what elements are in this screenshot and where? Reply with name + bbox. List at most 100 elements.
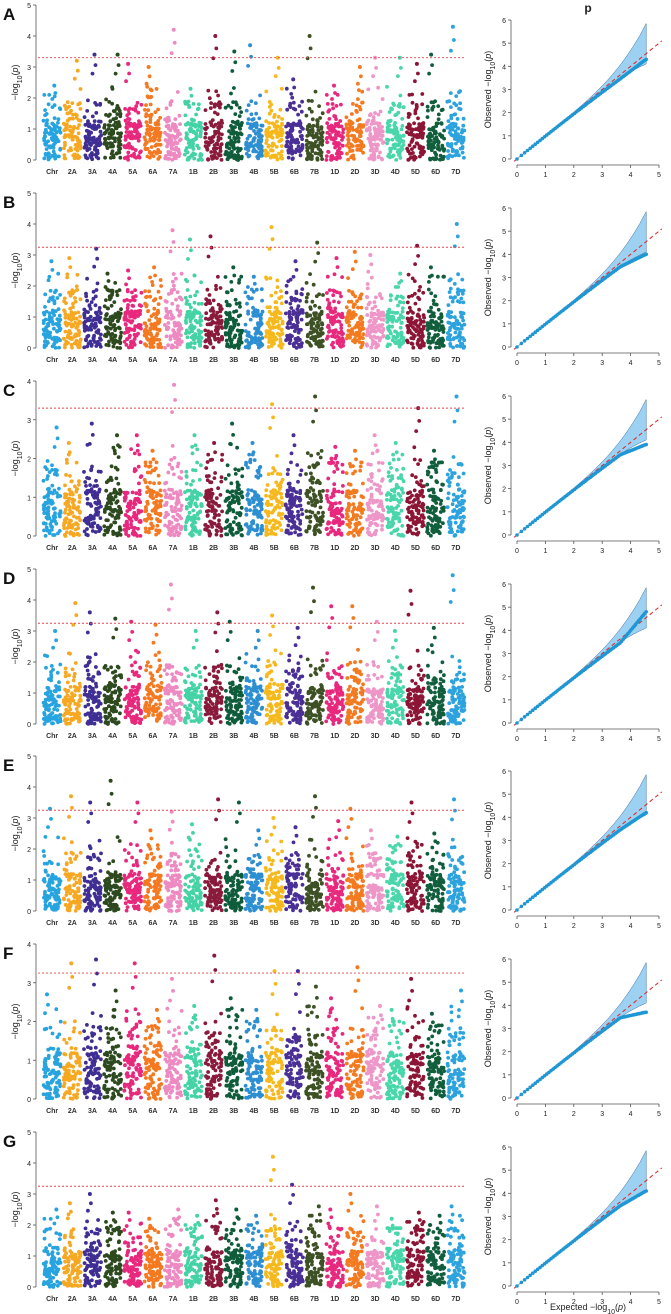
snp-point — [106, 506, 111, 511]
snp-point — [43, 292, 48, 297]
snp-point — [453, 129, 458, 134]
snp-point — [56, 117, 61, 122]
snp-point — [308, 46, 313, 51]
snp-point — [50, 344, 55, 349]
snp-point — [367, 324, 372, 328]
snp-point — [380, 125, 384, 129]
snp-point — [279, 144, 284, 148]
snp-point — [307, 313, 312, 318]
snp-point — [325, 291, 329, 295]
snp-point — [167, 462, 172, 467]
snp-point — [164, 106, 169, 111]
snp-point — [235, 133, 240, 137]
snp-point — [416, 337, 421, 342]
y-tick-label: 0 — [27, 158, 31, 165]
chromosome-2A-points — [62, 441, 82, 538]
snp-point — [284, 86, 289, 91]
snp-point — [163, 299, 168, 303]
snp-point — [146, 512, 151, 517]
y-tick-label: 3 — [27, 253, 31, 260]
snp-point — [247, 145, 252, 149]
snp-point — [285, 107, 290, 112]
snp-point — [339, 102, 343, 107]
snp-point — [209, 136, 214, 140]
snp-point — [142, 329, 147, 334]
snp-point — [284, 338, 288, 343]
snp-point — [51, 506, 56, 511]
chromosome-7D-points — [445, 222, 467, 350]
snp-point — [297, 104, 302, 108]
snp-point — [132, 314, 137, 319]
snp-point — [385, 141, 389, 146]
snp-point — [50, 483, 55, 488]
snp-point — [208, 341, 213, 346]
snp-point — [410, 92, 414, 97]
snp-point — [177, 295, 182, 300]
snp-point — [206, 254, 211, 259]
qq-y-tick-label: 0 — [502, 157, 506, 164]
snp-point — [197, 477, 202, 482]
snp-point — [258, 142, 263, 147]
snp-point — [348, 335, 352, 340]
snp-point — [158, 130, 163, 135]
peak-snp-point — [334, 256, 339, 261]
snp-point — [50, 297, 55, 302]
snp-point — [227, 303, 232, 308]
snp-point — [170, 444, 175, 448]
snp-point — [75, 531, 80, 536]
snp-point — [401, 105, 406, 110]
snp-point — [280, 319, 285, 324]
snp-point — [421, 150, 426, 155]
snp-point — [454, 132, 458, 137]
snp-point — [366, 332, 371, 336]
snp-point — [246, 346, 251, 350]
snp-point — [419, 124, 423, 128]
snp-point — [327, 330, 331, 334]
snp-point — [189, 323, 194, 327]
snp-point — [133, 288, 138, 293]
snp-point — [364, 342, 369, 347]
snp-point — [457, 333, 462, 338]
snp-point — [85, 148, 90, 153]
snp-point — [73, 299, 78, 304]
snp-point — [91, 335, 96, 340]
snp-point — [92, 490, 97, 494]
snp-point — [185, 342, 190, 347]
snp-point — [309, 109, 314, 114]
snp-point — [313, 89, 318, 94]
snp-point — [132, 451, 137, 456]
snp-point — [231, 316, 235, 321]
snp-point — [270, 237, 275, 242]
snp-point — [219, 142, 224, 147]
y-tick-label: 2 — [27, 284, 31, 291]
snp-point — [148, 117, 153, 122]
snp-point — [429, 100, 434, 105]
peak-snp-point — [146, 65, 151, 69]
snp-point — [175, 290, 180, 295]
qq-point — [522, 339, 527, 343]
snp-point — [385, 84, 389, 89]
snp-point — [346, 157, 350, 162]
snp-point — [191, 508, 196, 513]
snp-point — [325, 121, 330, 126]
snp-point — [174, 502, 179, 507]
snp-point — [260, 342, 264, 347]
snp-point — [45, 118, 49, 123]
chromosome-2D-points — [344, 65, 366, 162]
snp-point — [144, 120, 149, 124]
snp-point — [270, 121, 275, 126]
snp-point — [104, 298, 108, 302]
x-tick-label: 2A — [68, 545, 77, 552]
snp-point — [171, 515, 176, 519]
snp-point — [415, 324, 420, 328]
snp-point — [158, 115, 163, 120]
snp-point — [166, 325, 171, 330]
snp-point — [52, 301, 57, 306]
snp-point — [47, 274, 52, 279]
snp-point — [88, 307, 93, 311]
panel-label-B: B — [3, 193, 15, 212]
snp-point — [228, 338, 233, 343]
snp-point — [447, 309, 451, 314]
snp-point — [190, 314, 195, 319]
